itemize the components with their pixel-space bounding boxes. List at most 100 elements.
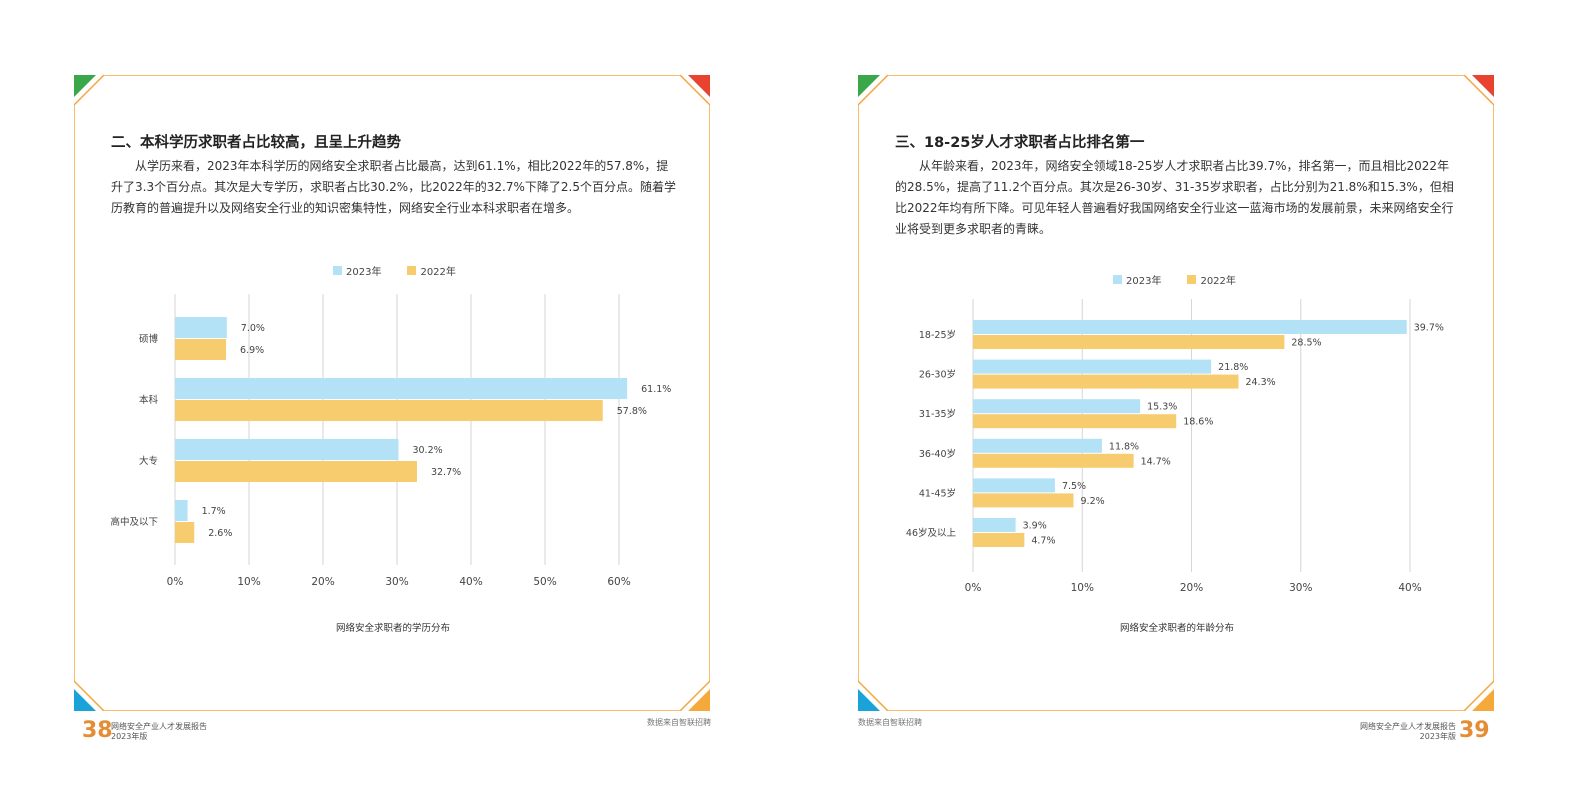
bar-2023 <box>175 500 188 521</box>
bar-2023 <box>973 518 1016 532</box>
bar-2023 <box>973 478 1055 493</box>
left-page: 二、本科学历求职者占比较高，且呈上升趋势 从学历来看，2023年本科学历的网络安… <box>74 75 710 711</box>
data-label: 7.0% <box>241 323 265 334</box>
red-corner-mark <box>1472 75 1494 97</box>
right-page-frame <box>858 75 1494 711</box>
legend-label-2022: 2022年 <box>420 267 456 278</box>
bar-2023 <box>175 378 628 399</box>
category-label: 46岁及以上 <box>906 527 957 539</box>
chart-caption: 网络安全求职者的年龄分布 <box>1120 623 1235 634</box>
chart-caption: 网络安全求职者的学历分布 <box>336 623 451 634</box>
legend-label-2023: 2023年 <box>1126 276 1162 287</box>
data-label: 18.6% <box>1183 417 1213 428</box>
report-title: 网络安全产业人才发展报告 2023年版 <box>1360 722 1456 742</box>
legend-swatch-2023 <box>1113 275 1122 284</box>
bar-2022 <box>175 400 603 421</box>
blue-corner-mark <box>858 689 880 711</box>
data-label: 57.8% <box>617 406 647 417</box>
category-label: 高中及以下 <box>110 516 158 528</box>
data-label: 39.7% <box>1414 323 1444 334</box>
bar-2022 <box>973 335 1285 349</box>
data-label: 61.1% <box>641 384 671 395</box>
page-number: 38 <box>82 718 113 743</box>
legend-item-2022: 2022年 <box>407 263 456 278</box>
data-label: 14.7% <box>1141 456 1171 467</box>
section-heading: 二、本科学历求职者占比较高，且呈上升趋势 <box>111 135 401 151</box>
page-number: 39 <box>1459 718 1490 743</box>
data-label: 4.7% <box>1031 536 1055 547</box>
report-title-text: 网络安全产业人才发展报告 <box>111 722 207 731</box>
x-tick-label: 30% <box>385 576 408 588</box>
bar-2022 <box>973 533 1025 547</box>
legend-item-2023: 2023年 <box>1113 272 1161 287</box>
bar-2022 <box>973 374 1239 389</box>
data-label: 11.8% <box>1109 441 1139 452</box>
legend-swatch-2022 <box>407 266 417 275</box>
data-source: 数据来自智联招聘 <box>858 718 922 727</box>
x-tick-label: 50% <box>533 576 556 588</box>
report-title-text: 网络安全产业人才发展报告 <box>1360 722 1456 731</box>
category-label: 41-45岁 <box>919 487 956 499</box>
bar-2023 <box>973 399 1141 414</box>
data-source: 数据来自智联招聘 <box>647 718 711 727</box>
education-bar-chart: 0% 10% 20% 30% 40% 50% 60% 硕博 7.0% 6.9% 本科 61.1% 57.… <box>110 294 671 588</box>
bar-2023 <box>175 439 399 460</box>
data-label: 1.7% <box>202 506 226 517</box>
data-label: 28.5% <box>1291 338 1321 349</box>
data-label: 6.9% <box>240 345 264 356</box>
category-label: 18-25岁 <box>919 329 956 341</box>
right-page: 三、18-25岁人才求职者占比排名第一 从年龄来看，2023年，网络安全领域18… <box>858 75 1494 711</box>
data-label: 32.7% <box>431 467 461 478</box>
blue-corner-mark <box>74 689 96 711</box>
bar-2022 <box>175 461 417 482</box>
bar-2022 <box>973 453 1134 468</box>
orange-corner-mark <box>688 689 710 711</box>
x-tick-label: 20% <box>1180 582 1203 594</box>
category-label: 本科 <box>139 394 159 406</box>
data-label: 2.6% <box>208 528 232 539</box>
category-label: 硕博 <box>139 333 159 345</box>
x-tick-label: 0% <box>167 576 184 588</box>
report-title: 网络安全产业人才发展报告 2023年版 <box>111 722 207 742</box>
section-body: 从学历来看，2023年本科学历的网络安全求职者占比最高，达到61.1%，相比20… <box>111 159 676 215</box>
bar-2023 <box>973 320 1407 334</box>
bar-2023 <box>973 438 1102 453</box>
bar-2022 <box>175 522 195 543</box>
x-tick-label: 30% <box>1289 582 1312 594</box>
bar-2022 <box>973 414 1177 429</box>
category-label: 26-30岁 <box>919 369 956 381</box>
data-label: 15.3% <box>1147 402 1177 413</box>
chart-legend: 2023年 2022年 <box>333 263 456 278</box>
green-corner-mark <box>74 75 96 97</box>
category-label: 31-35岁 <box>919 408 956 420</box>
x-tick-label: 10% <box>1071 582 1094 594</box>
legend-label-2023: 2023年 <box>346 267 382 278</box>
chart-legend: 2023年 2022年 <box>1113 272 1236 287</box>
x-tick-label: 40% <box>459 576 482 588</box>
legend-swatch-2022 <box>1187 275 1197 284</box>
legend-item-2022: 2022年 <box>1187 272 1236 287</box>
bar-2023 <box>973 359 1212 374</box>
x-tick-label: 0% <box>965 582 982 594</box>
x-tick-label: 40% <box>1398 582 1421 594</box>
bar-2022 <box>175 339 227 360</box>
legend-item-2023: 2023年 <box>333 263 381 278</box>
data-label: 30.2% <box>412 445 442 456</box>
orange-corner-mark <box>1472 689 1494 711</box>
category-label: 36-40岁 <box>919 448 956 460</box>
left-page-frame <box>74 75 710 711</box>
data-label: 9.2% <box>1081 496 1105 507</box>
section-heading: 三、18-25岁人才求职者占比排名第一 <box>895 135 1145 151</box>
red-corner-mark <box>688 75 710 97</box>
green-corner-mark <box>858 75 880 97</box>
data-label: 24.3% <box>1245 377 1275 388</box>
x-tick-label: 60% <box>607 576 630 588</box>
data-label: 21.8% <box>1218 362 1248 373</box>
x-tick-label: 20% <box>311 576 334 588</box>
report-edition: 2023年版 <box>111 732 148 741</box>
data-label: 7.5% <box>1062 481 1086 492</box>
legend-label-2022: 2022年 <box>1200 276 1236 287</box>
bar-2023 <box>175 317 227 338</box>
category-label: 大专 <box>139 455 158 467</box>
data-label: 3.9% <box>1023 521 1047 532</box>
